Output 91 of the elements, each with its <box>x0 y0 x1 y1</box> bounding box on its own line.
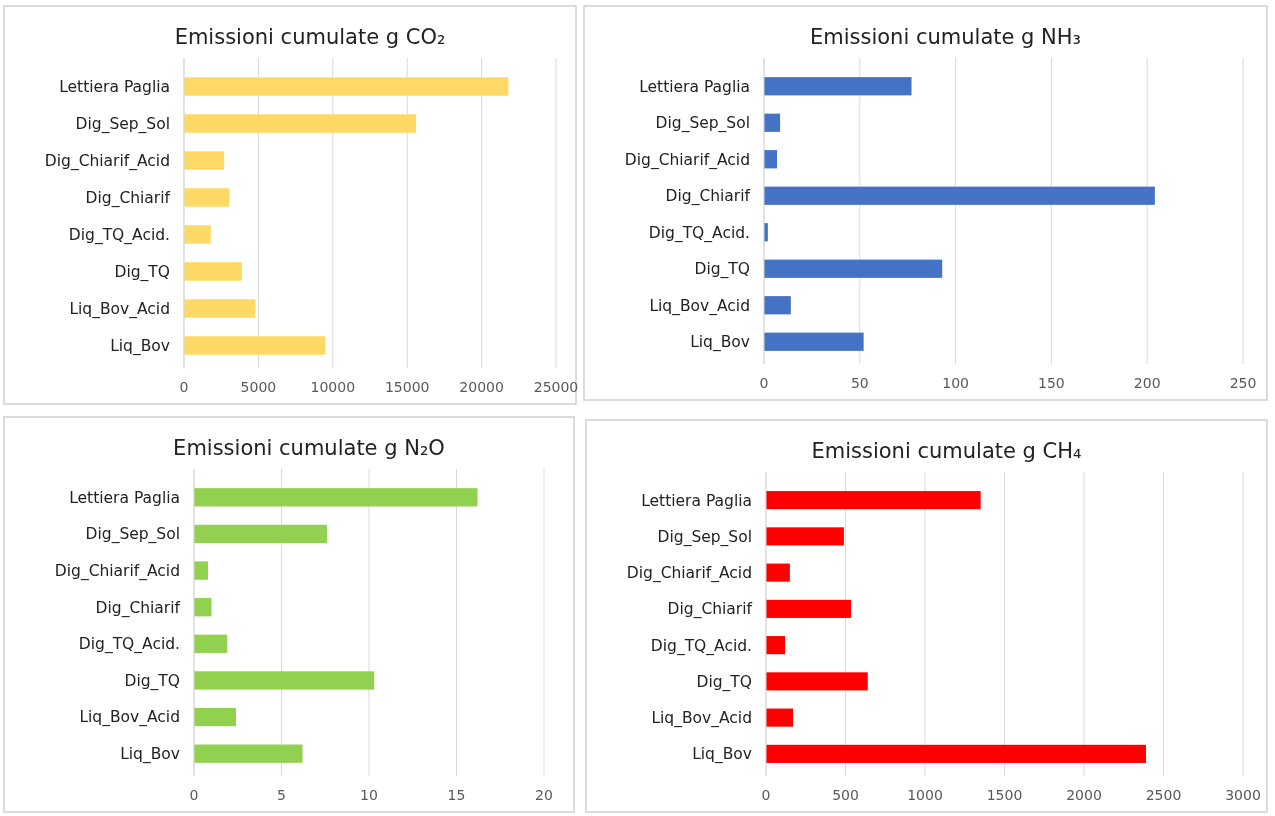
x-tick-label: 250 <box>1229 375 1257 391</box>
x-tick-label: 200 <box>1133 375 1161 391</box>
bar <box>766 744 1147 763</box>
x-tick-label: 2500 <box>1145 787 1182 803</box>
x-tick-label: 10000 <box>310 379 356 395</box>
bar <box>194 671 375 690</box>
bar <box>184 188 230 207</box>
bar <box>766 636 786 655</box>
y-tick-label: Liq_Bov <box>692 745 752 765</box>
bar <box>184 299 256 318</box>
y-tick-label: Dig_TQ_Acid. <box>650 636 752 656</box>
bar <box>766 563 790 582</box>
y-tick-label: Dig_Chiarif_Acid <box>624 150 750 170</box>
y-tick-label: Dig_TQ <box>696 672 752 692</box>
y-tick-label: Dig_TQ_Acid. <box>78 635 180 655</box>
y-tick-label: Liq_Bov_Acid <box>651 709 752 729</box>
y-tick-label: Dig_Sep_Sol <box>85 525 180 545</box>
bar <box>766 599 852 618</box>
x-tick-label: 2000 <box>1066 787 1102 803</box>
bar <box>194 634 228 653</box>
x-tick-label: 100 <box>942 375 969 391</box>
y-tick-label: Dig_Chiarif <box>85 188 171 208</box>
y-tick-label: Dig_Chiarif <box>665 187 751 207</box>
x-tick-label: 1500 <box>986 787 1023 803</box>
x-tick-label: 15 <box>447 787 466 803</box>
bar <box>764 186 1155 205</box>
bar <box>764 259 943 278</box>
y-tick-label: Dig_Chiarif_Acid <box>44 151 170 171</box>
x-tick-label: 150 <box>1038 375 1065 391</box>
x-tick-label: 50 <box>850 375 869 391</box>
x-tick-label: 0 <box>759 375 769 391</box>
bar <box>764 296 791 315</box>
chart-title: Emissioni cumulate g NH₃ <box>809 25 1082 49</box>
bar <box>764 150 778 169</box>
x-tick-label: 20 <box>535 787 553 803</box>
bar <box>766 491 981 510</box>
x-tick-label: 15000 <box>384 379 430 395</box>
bar <box>184 225 211 244</box>
y-tick-label: Dig_Sep_Sol <box>655 114 750 134</box>
x-tick-label: 500 <box>832 787 859 803</box>
y-tick-label: Dig_Chiarif <box>667 600 753 620</box>
bar <box>184 262 243 281</box>
bar <box>184 151 225 170</box>
chart-title: Emissioni cumulate g N₂O <box>173 436 445 460</box>
chart-title: Emissioni cumulate g CH₄ <box>811 439 1082 463</box>
y-tick-label: Dig_Chiarif_Acid <box>54 561 180 581</box>
y-tick-label: Dig_Chiarif_Acid <box>626 564 752 584</box>
bar <box>184 77 509 96</box>
y-tick-label: Liq_Bov_Acid <box>69 299 170 319</box>
x-tick-label: 3000 <box>1225 787 1261 803</box>
y-tick-label: Lettiera Paglia <box>639 77 750 96</box>
bar <box>194 598 212 617</box>
y-tick-label: Lettiera Paglia <box>59 77 170 96</box>
y-tick-label: Dig_TQ <box>114 262 170 282</box>
y-tick-label: Lettiera Paglia <box>641 491 752 510</box>
bar <box>194 561 208 580</box>
y-tick-label: Dig_Sep_Sol <box>657 527 752 547</box>
bar <box>764 77 912 96</box>
x-tick-label: 0 <box>179 379 189 395</box>
bar <box>194 744 303 763</box>
y-tick-label: Dig_Chiarif <box>95 598 181 618</box>
bar <box>766 708 794 727</box>
y-tick-label: Liq_Bov <box>110 336 170 356</box>
x-tick-label: 0 <box>761 787 771 803</box>
x-tick-label: 25000 <box>533 379 579 395</box>
bar <box>184 114 417 133</box>
bar <box>764 332 864 351</box>
bar <box>764 113 781 132</box>
bar <box>184 336 326 355</box>
y-tick-label: Dig_TQ_Acid. <box>68 225 170 245</box>
y-tick-label: Dig_TQ <box>694 260 750 280</box>
chart-title: Emissioni cumulate g CO₂ <box>174 25 446 49</box>
x-tick-label: 5000 <box>240 379 277 395</box>
bar <box>194 488 478 507</box>
x-tick-label: 10 <box>360 787 378 803</box>
y-tick-label: Dig_TQ_Acid. <box>648 223 750 243</box>
y-tick-label: Liq_Bov <box>690 333 750 353</box>
bar <box>766 672 868 691</box>
y-tick-label: Dig_Sep_Sol <box>75 114 170 134</box>
y-tick-label: Lettiera Paglia <box>69 488 180 507</box>
y-tick-label: Liq_Bov <box>120 745 180 765</box>
x-tick-label: 1000 <box>907 787 943 803</box>
x-tick-label: 20000 <box>459 379 504 395</box>
x-tick-label: 5 <box>277 787 286 803</box>
bar <box>194 524 327 544</box>
x-tick-label: 0 <box>189 787 199 803</box>
bar <box>766 527 844 546</box>
y-tick-label: Dig_TQ <box>124 671 180 691</box>
y-tick-label: Liq_Bov_Acid <box>649 296 750 316</box>
bar <box>194 707 236 727</box>
y-tick-label: Liq_Bov_Acid <box>79 708 180 728</box>
